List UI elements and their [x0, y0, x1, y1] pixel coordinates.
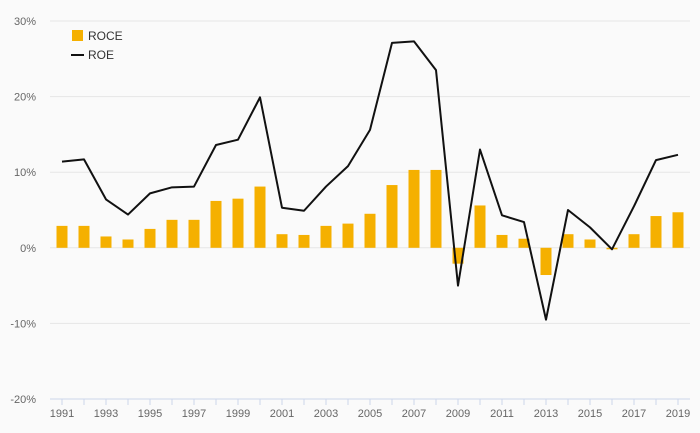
legend-roe-label: ROE: [88, 48, 114, 62]
roce-bar: [430, 169, 442, 248]
roce-bar: [496, 234, 508, 248]
x-tick-label: 2017: [622, 408, 646, 420]
x-tick-label: 1999: [226, 408, 250, 420]
roce-bar: [452, 247, 464, 264]
roce-bar: [628, 234, 640, 248]
y-tick-label: 20%: [14, 92, 36, 104]
roce-bar: [232, 198, 244, 248]
roce-bar: [364, 213, 376, 248]
x-axis: 1991 1993 1995 1997 1999 2001 2003 2005 2007 2009…: [50, 398, 690, 420]
roce-bar: [562, 234, 574, 248]
roe-line: [61, 40, 679, 321]
y-tick-label: -20%: [10, 394, 36, 406]
x-tick-label: 2009: [446, 408, 470, 420]
roce-bar: [386, 185, 398, 248]
y-tick-label: 30%: [14, 16, 36, 28]
roce-bar: [320, 225, 332, 248]
roce-bars: [56, 169, 684, 276]
roce-bar: [650, 216, 662, 248]
x-tick-label: 1991: [50, 408, 74, 420]
roce-bar: [408, 169, 420, 248]
y-tick-label: -10%: [10, 318, 36, 330]
roce-bar: [56, 225, 68, 248]
x-tick-label: 2019: [666, 408, 690, 420]
y-tick-label: 10%: [14, 167, 36, 179]
roce-bar: [210, 200, 222, 248]
x-tick-label: 1997: [182, 408, 206, 420]
roce-bar: [540, 247, 552, 276]
x-tick-label: 2003: [314, 408, 338, 420]
roe-line-group: [61, 40, 679, 321]
roce-bar: [298, 234, 310, 248]
y-axis-ticks: 30% 20% 10% 0% -10% -20%: [10, 16, 36, 406]
roce-bar: [144, 228, 156, 248]
roce-bar: [100, 236, 112, 248]
x-tick-label: 2011: [490, 408, 514, 420]
x-tick-label: 2005: [358, 408, 382, 420]
x-tick-label: 1995: [138, 408, 162, 420]
roce-bar: [672, 212, 684, 248]
legend: ROCE ROE: [71, 29, 123, 62]
roce-bar: [584, 239, 596, 248]
roce-bar: [474, 205, 486, 248]
roce-bar: [254, 186, 266, 248]
x-tick-label: 2001: [270, 408, 294, 420]
x-tick-label: 2007: [402, 408, 426, 420]
legend-roce-swatch: [72, 30, 83, 41]
legend-roce-label: ROCE: [88, 29, 123, 43]
x-tick-label: 2015: [578, 408, 602, 420]
roce-bar: [166, 219, 178, 248]
x-tick-label: 2013: [534, 408, 558, 420]
roce-bar: [78, 225, 90, 248]
roce-bar: [276, 234, 288, 248]
y-tick-label: 0%: [20, 243, 36, 255]
x-tick-label: 1993: [94, 408, 118, 420]
gridlines: [50, 20, 690, 324]
roce-bar: [518, 238, 530, 248]
roce-bar: [122, 239, 134, 248]
roce-bar: [188, 219, 200, 248]
roce-bar: [342, 223, 354, 248]
